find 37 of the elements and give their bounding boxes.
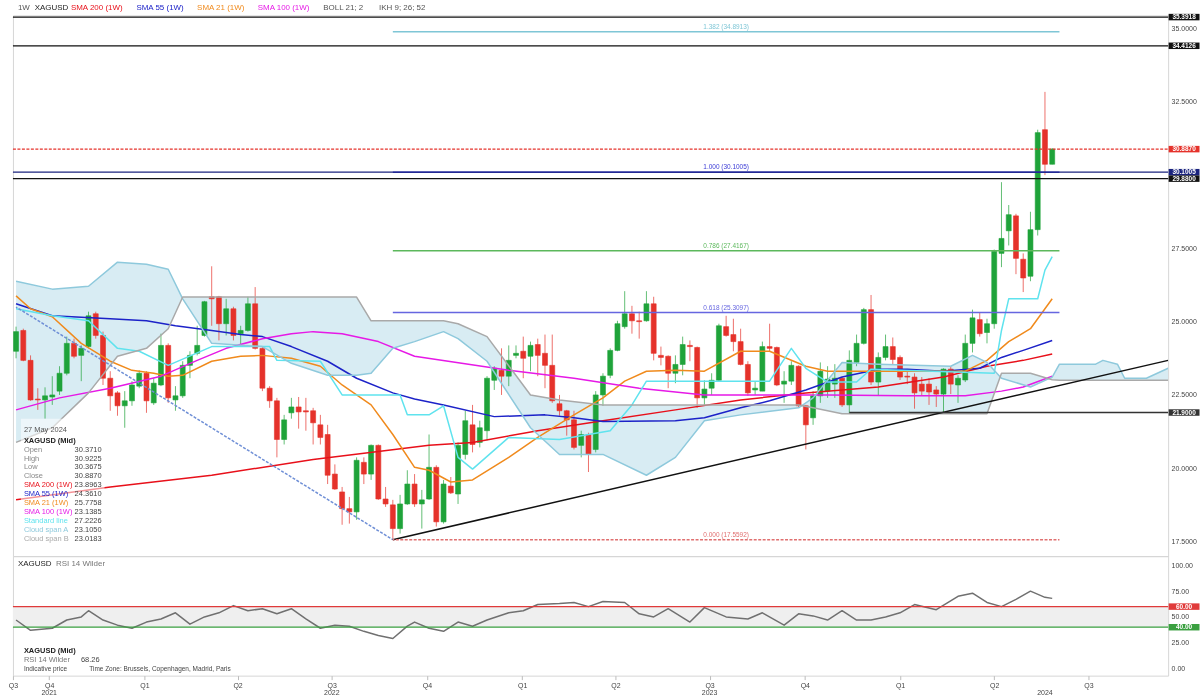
candlestick bbox=[288, 397, 295, 420]
text: SMA 55 (1W) bbox=[136, 3, 184, 13]
candlestick bbox=[223, 298, 229, 336]
candlestick bbox=[71, 338, 77, 359]
text: SMA 200 (1W) bbox=[70, 3, 123, 13]
candlestick bbox=[520, 336, 527, 379]
line-series bbox=[15, 590, 1053, 640]
text: SMA 21 (1W) bbox=[197, 3, 245, 13]
candlestick bbox=[281, 414, 287, 445]
candlestick bbox=[361, 456, 367, 485]
candlestick bbox=[1020, 252, 1027, 293]
text: BOLL 21; 2 bbox=[323, 3, 364, 13]
text: IKH 9; 26; 52 bbox=[379, 3, 427, 13]
candlestick bbox=[194, 325, 200, 356]
candlestick bbox=[498, 347, 505, 396]
candlestick bbox=[13, 326, 19, 359]
line-series bbox=[15, 295, 1053, 483]
candlestick bbox=[643, 290, 650, 323]
candlestick bbox=[976, 312, 983, 338]
line-series bbox=[15, 330, 1053, 411]
candlestick bbox=[513, 344, 519, 359]
candlestick bbox=[411, 473, 418, 508]
candlestick bbox=[687, 339, 693, 362]
candlestick bbox=[1005, 204, 1012, 246]
candlestick bbox=[527, 341, 534, 372]
text: SMA 100 (1W) bbox=[257, 3, 310, 13]
text: XAGUSD bbox=[34, 3, 69, 13]
line-series bbox=[15, 296, 1169, 444]
candlestick bbox=[469, 404, 476, 453]
text: RSI 14 Wilder bbox=[55, 559, 106, 569]
text: 1W bbox=[17, 3, 31, 13]
chart-title: XAGUSD bbox=[17, 559, 52, 569]
line-series bbox=[15, 353, 1053, 501]
candlestick bbox=[585, 432, 592, 473]
line-series bbox=[15, 303, 1053, 423]
candlestick bbox=[78, 344, 85, 382]
candlestick bbox=[803, 404, 809, 450]
